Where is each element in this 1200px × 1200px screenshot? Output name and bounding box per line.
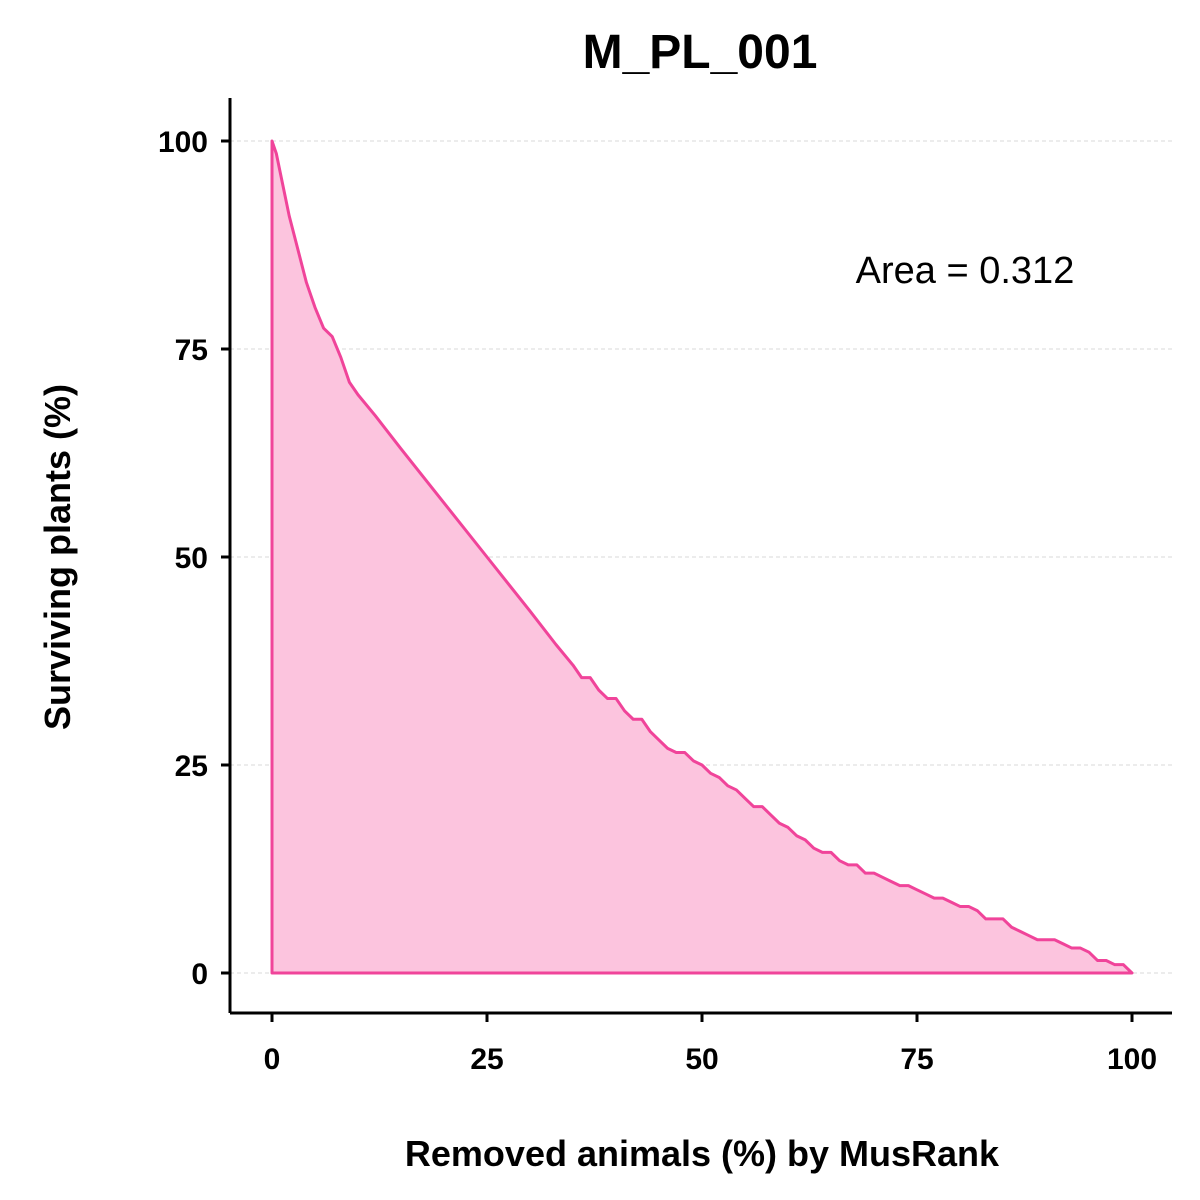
x-tick-label: 75 [900,1043,933,1076]
x-tick-label: 100 [1107,1043,1157,1076]
x-tick-label: 50 [685,1043,718,1076]
x-axis-ticks: 0 25 50 75 100 [264,1013,1157,1076]
x-axis-title: Removed animals (%) by MusRank [405,1133,1000,1174]
area-fill [272,141,1132,973]
x-tick-label: 25 [470,1043,503,1076]
y-axis-ticks: 0 25 50 75 100 [158,126,230,991]
y-tick-label: 100 [158,126,208,159]
y-tick-label: 50 [175,542,208,575]
y-tick-label: 25 [175,750,208,783]
x-tick-label: 0 [264,1043,281,1076]
y-tick-label: 75 [175,334,208,367]
area-annotation: Area = 0.312 [856,250,1075,292]
chart-title: M_PL_001 [583,26,818,79]
y-axis-title: Surviving plants (%) [37,384,78,730]
y-tick-label: 0 [191,958,208,991]
series-line [270,139,1134,975]
